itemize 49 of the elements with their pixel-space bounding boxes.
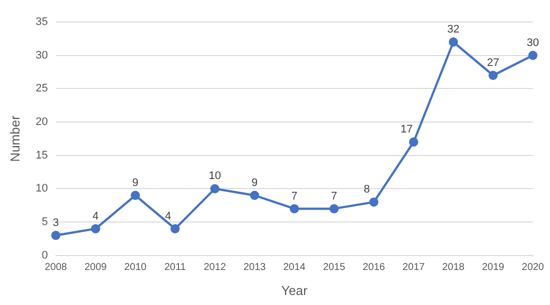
x-axis-title: Year bbox=[281, 282, 308, 298]
y-tick-label: 20 bbox=[36, 116, 48, 128]
point bbox=[330, 204, 339, 214]
x-tick-label: 2019 bbox=[482, 262, 505, 274]
x-tick-label: 2014 bbox=[283, 262, 306, 274]
point bbox=[130, 190, 140, 200]
x-tick-label: 2020 bbox=[522, 262, 544, 274]
data-label: 3 bbox=[52, 216, 59, 229]
data-label: 10 bbox=[208, 170, 221, 182]
data-label: 27 bbox=[487, 56, 500, 69]
y-tick-label: 30 bbox=[36, 49, 48, 62]
x-tick-label: 2010 bbox=[124, 262, 147, 274]
data-label: 32 bbox=[447, 24, 460, 36]
point bbox=[170, 224, 180, 234]
x-tick-label: 2018 bbox=[442, 262, 465, 274]
data-label: 7 bbox=[291, 190, 298, 202]
point bbox=[250, 190, 260, 200]
data-label: 4 bbox=[165, 210, 172, 222]
point bbox=[448, 37, 458, 47]
data-label: 30 bbox=[526, 36, 539, 49]
point bbox=[409, 137, 418, 147]
data-label: 4 bbox=[92, 210, 99, 222]
x-tick-label: 2015 bbox=[322, 262, 346, 274]
data-label: 9 bbox=[252, 176, 258, 189]
point bbox=[90, 224, 100, 234]
point bbox=[51, 230, 60, 240]
data-label: 9 bbox=[132, 176, 138, 189]
data-label: 7 bbox=[331, 190, 338, 202]
y-tick-label: 35 bbox=[36, 16, 48, 28]
y-axis-title: Number bbox=[7, 114, 22, 162]
data-label: 17 bbox=[400, 124, 413, 136]
y-tick-label: 5 bbox=[42, 216, 48, 228]
y-tick-label: 0 bbox=[42, 249, 48, 262]
y-tick-label: 25 bbox=[36, 82, 48, 95]
x-tick-label: 2012 bbox=[204, 262, 226, 274]
point bbox=[290, 204, 299, 214]
x-tick-label: 2017 bbox=[402, 262, 426, 274]
point bbox=[369, 197, 378, 207]
data-label: 8 bbox=[364, 184, 370, 196]
x-tick-label: 2009 bbox=[84, 262, 108, 274]
point bbox=[488, 70, 498, 80]
y-tick-label: 15 bbox=[36, 149, 48, 162]
x-tick-label: 2013 bbox=[243, 262, 266, 274]
point bbox=[528, 50, 538, 60]
x-tick-label: 2008 bbox=[44, 262, 68, 274]
x-tick-label: 2016 bbox=[362, 262, 386, 274]
x-tick-label: 2011 bbox=[164, 262, 186, 274]
point bbox=[210, 184, 220, 194]
y-tick-label: 10 bbox=[36, 182, 48, 195]
